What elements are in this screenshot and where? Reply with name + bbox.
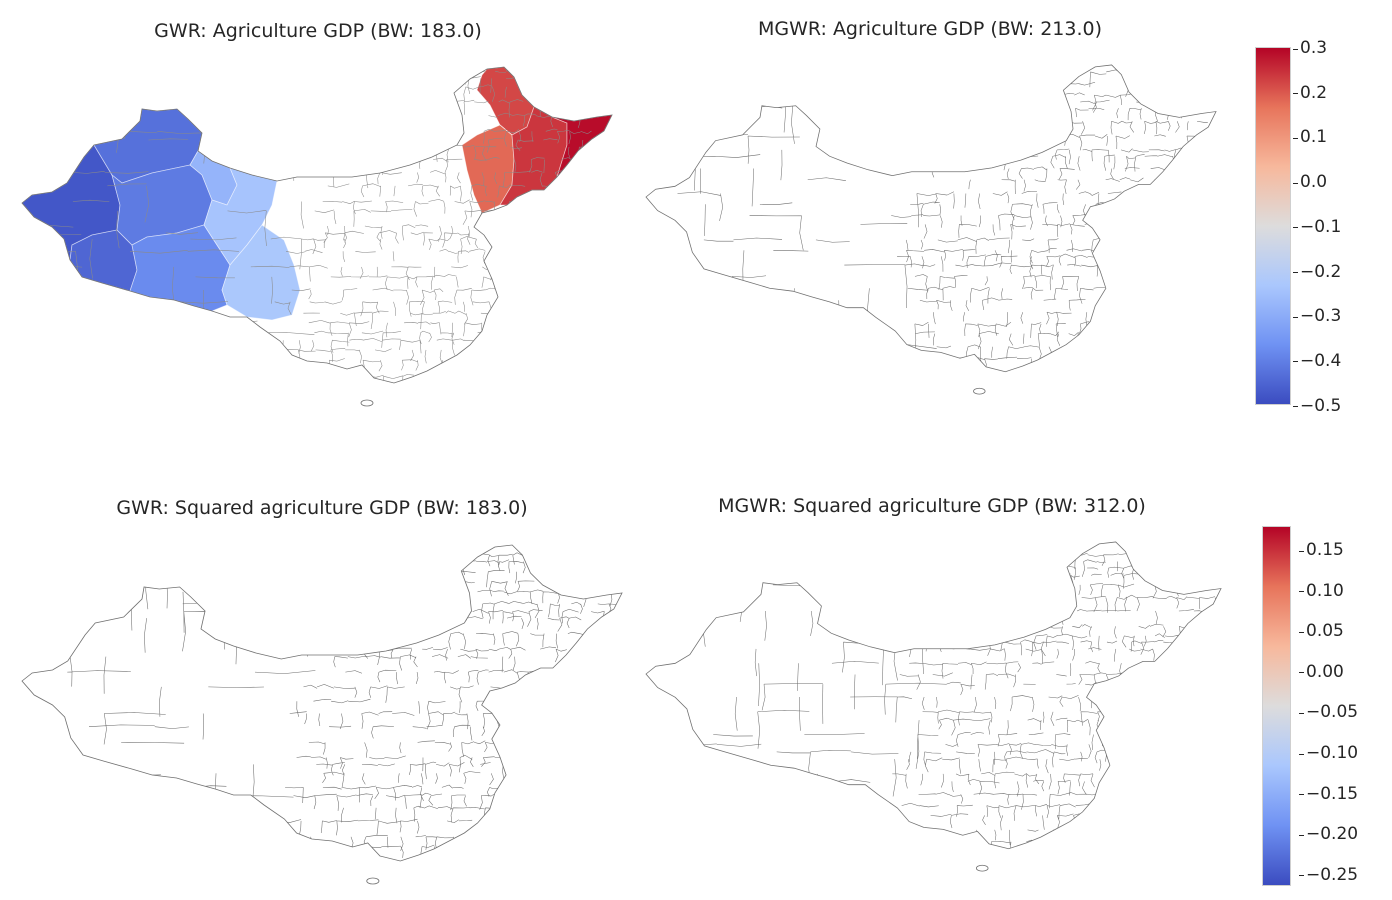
country-outline: [645, 64, 1217, 373]
map-gwr-agriculture: [21, 66, 613, 407]
map-gwr-squared-agriculture: [21, 544, 623, 885]
panel-title-gwr-sq-agri: GWR: Squared agriculture GDP (BW: 183.0): [116, 497, 528, 519]
colorbar-tick-label: −0.05: [1298, 702, 1359, 723]
island-outline: [973, 387, 986, 395]
panel-title-mgwr-agri: MGWR: Agriculture GDP (BW: 213.0): [757, 18, 1103, 40]
colorbar-tick-label: 0.05: [1299, 621, 1344, 642]
island-outline: [975, 864, 989, 872]
country-outline: [21, 66, 613, 384]
colorbar-tick-label: 0.0: [1292, 172, 1328, 193]
map-mgwr-squared-agriculture: [645, 541, 1222, 872]
colorbar-tick-label: −0.3: [1292, 306, 1342, 327]
country-fill: [22, 545, 622, 861]
country-fill: [646, 541, 1221, 849]
colorbar-tick-label: −0.2: [1292, 261, 1342, 282]
colorbar-tick-label: −0.5: [1292, 395, 1342, 416]
colorbar-tick-label: 0.1: [1292, 127, 1328, 148]
colorbar-tick-label: −0.10: [1298, 743, 1359, 763]
colorbar-tick-label: 0.10: [1299, 580, 1344, 601]
colorbar-tick-label: −0.20: [1298, 824, 1359, 845]
map-mgwr-agriculture: [645, 64, 1217, 395]
island-outline: [366, 877, 380, 885]
colorbar-agriculture: [1255, 47, 1291, 405]
country-outline: [21, 544, 623, 862]
panel-title-mgwr-sq-agri: MGWR: Squared agriculture GDP (BW: 312.0…: [718, 495, 1146, 517]
region-northwest-east: [203, 167, 278, 266]
colorbar-tick-label: 0.15: [1299, 540, 1344, 560]
colorbar-tick-label: 0.2: [1292, 82, 1328, 103]
colorbar-tick-label: −0.1: [1292, 216, 1342, 237]
country-outline: [645, 541, 1222, 850]
colorbar-tick-label: −0.15: [1298, 783, 1359, 804]
region-northwest-southeast: [221, 224, 301, 321]
colorbar-squared-agriculture: [1262, 526, 1291, 886]
country-fill: [646, 64, 1216, 372]
colorbar-tick-label: 0.3: [1292, 38, 1328, 58]
colorbar-tick-label: −0.4: [1292, 350, 1342, 371]
colorbar-tick-label: −0.25: [1298, 864, 1359, 885]
island-outline: [360, 399, 374, 407]
panel-title-gwr-agri: GWR: Agriculture GDP (BW: 183.0): [154, 20, 482, 42]
colorbar-tick-label: 0.00: [1299, 661, 1344, 682]
